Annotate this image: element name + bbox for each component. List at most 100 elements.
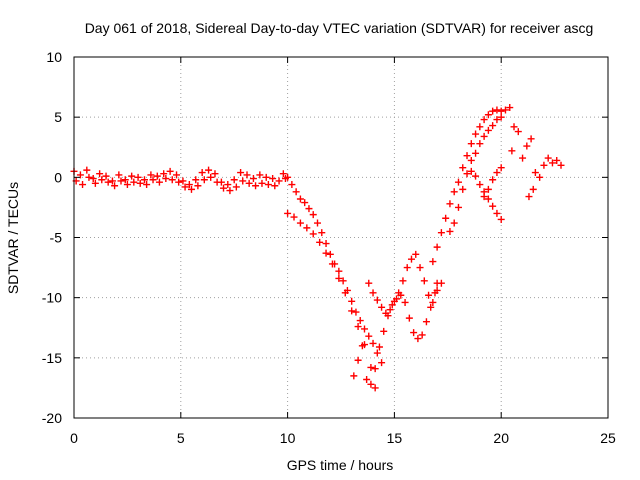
data-point	[437, 279, 445, 287]
data-point	[318, 229, 326, 237]
data-point	[433, 243, 441, 251]
data-point	[493, 169, 501, 177]
data-point	[378, 359, 386, 367]
data-point	[348, 297, 356, 305]
x-axis-label: GPS time / hours	[287, 457, 394, 473]
data-point	[501, 106, 509, 114]
data-point	[96, 170, 104, 178]
data-point	[168, 176, 176, 184]
y-tick-label: -20	[42, 410, 62, 426]
data-point	[450, 188, 458, 196]
data-point	[181, 183, 189, 191]
data-point	[480, 116, 488, 124]
data-point	[529, 185, 537, 193]
data-point	[463, 170, 471, 178]
data-point	[489, 202, 497, 210]
data-point	[194, 182, 202, 190]
data-point	[484, 185, 492, 193]
data-point	[472, 130, 480, 138]
data-point	[484, 126, 492, 134]
data-point	[497, 164, 505, 172]
data-points	[70, 104, 565, 392]
data-point	[476, 123, 484, 131]
data-point	[493, 106, 501, 114]
data-point	[79, 181, 87, 189]
data-point	[544, 154, 552, 162]
data-point	[446, 200, 454, 208]
data-point	[373, 349, 381, 357]
data-point	[476, 181, 484, 189]
data-point	[480, 193, 488, 201]
data-point	[239, 177, 247, 185]
data-point	[108, 177, 116, 185]
data-point	[237, 169, 245, 177]
data-point	[395, 289, 403, 297]
data-point	[179, 177, 187, 185]
data-point	[322, 249, 330, 257]
data-point	[115, 171, 123, 179]
data-point	[527, 135, 535, 143]
data-point	[414, 335, 422, 343]
data-point	[365, 279, 373, 287]
data-point	[339, 277, 347, 285]
data-point	[548, 159, 556, 167]
data-point	[83, 166, 91, 174]
data-point	[472, 149, 480, 157]
data-point	[264, 181, 272, 189]
x-tick-label: 0	[70, 430, 78, 446]
y-tick-label: 0	[54, 169, 62, 185]
data-point	[198, 169, 206, 177]
data-point	[536, 173, 544, 181]
data-point	[493, 116, 501, 124]
data-point	[271, 182, 279, 190]
data-point	[348, 307, 356, 315]
data-point	[160, 170, 168, 178]
data-point	[360, 325, 368, 333]
data-point	[128, 172, 136, 180]
data-point	[296, 219, 304, 227]
x-tick-label: 25	[600, 430, 616, 446]
data-point	[480, 132, 488, 140]
data-point	[382, 309, 390, 317]
data-point	[401, 298, 409, 306]
data-point	[220, 184, 228, 192]
data-point	[510, 123, 518, 131]
data-point	[252, 182, 260, 190]
data-point	[284, 209, 292, 217]
data-point	[403, 264, 411, 272]
x-tick-label: 5	[177, 430, 185, 446]
y-tick-label: -10	[42, 290, 62, 306]
data-point	[354, 323, 362, 331]
x-tick-label: 10	[280, 430, 296, 446]
y-tick-label: -15	[42, 350, 62, 366]
data-point	[369, 339, 377, 347]
data-point	[335, 274, 343, 282]
data-point	[147, 171, 155, 179]
data-point	[130, 178, 138, 186]
data-point	[367, 363, 375, 371]
data-point	[459, 185, 467, 193]
data-point	[497, 215, 505, 223]
data-point	[211, 170, 219, 178]
data-point	[134, 173, 142, 181]
data-point	[213, 178, 221, 186]
data-point	[375, 343, 383, 351]
data-point	[378, 303, 386, 311]
data-point	[553, 156, 561, 164]
data-point	[467, 156, 475, 164]
y-tick-label: 5	[54, 109, 62, 125]
axis-ticks	[73, 56, 609, 419]
data-point	[143, 181, 151, 189]
data-point	[399, 277, 407, 285]
data-point	[356, 317, 364, 325]
data-point	[185, 181, 193, 189]
data-point	[418, 331, 426, 339]
data-point	[380, 327, 388, 335]
data-point	[388, 301, 396, 309]
data-point	[489, 176, 497, 184]
x-tick-label: 20	[493, 430, 509, 446]
data-point	[429, 258, 437, 266]
data-point	[341, 289, 349, 297]
data-point	[459, 164, 467, 172]
data-point	[269, 175, 277, 183]
